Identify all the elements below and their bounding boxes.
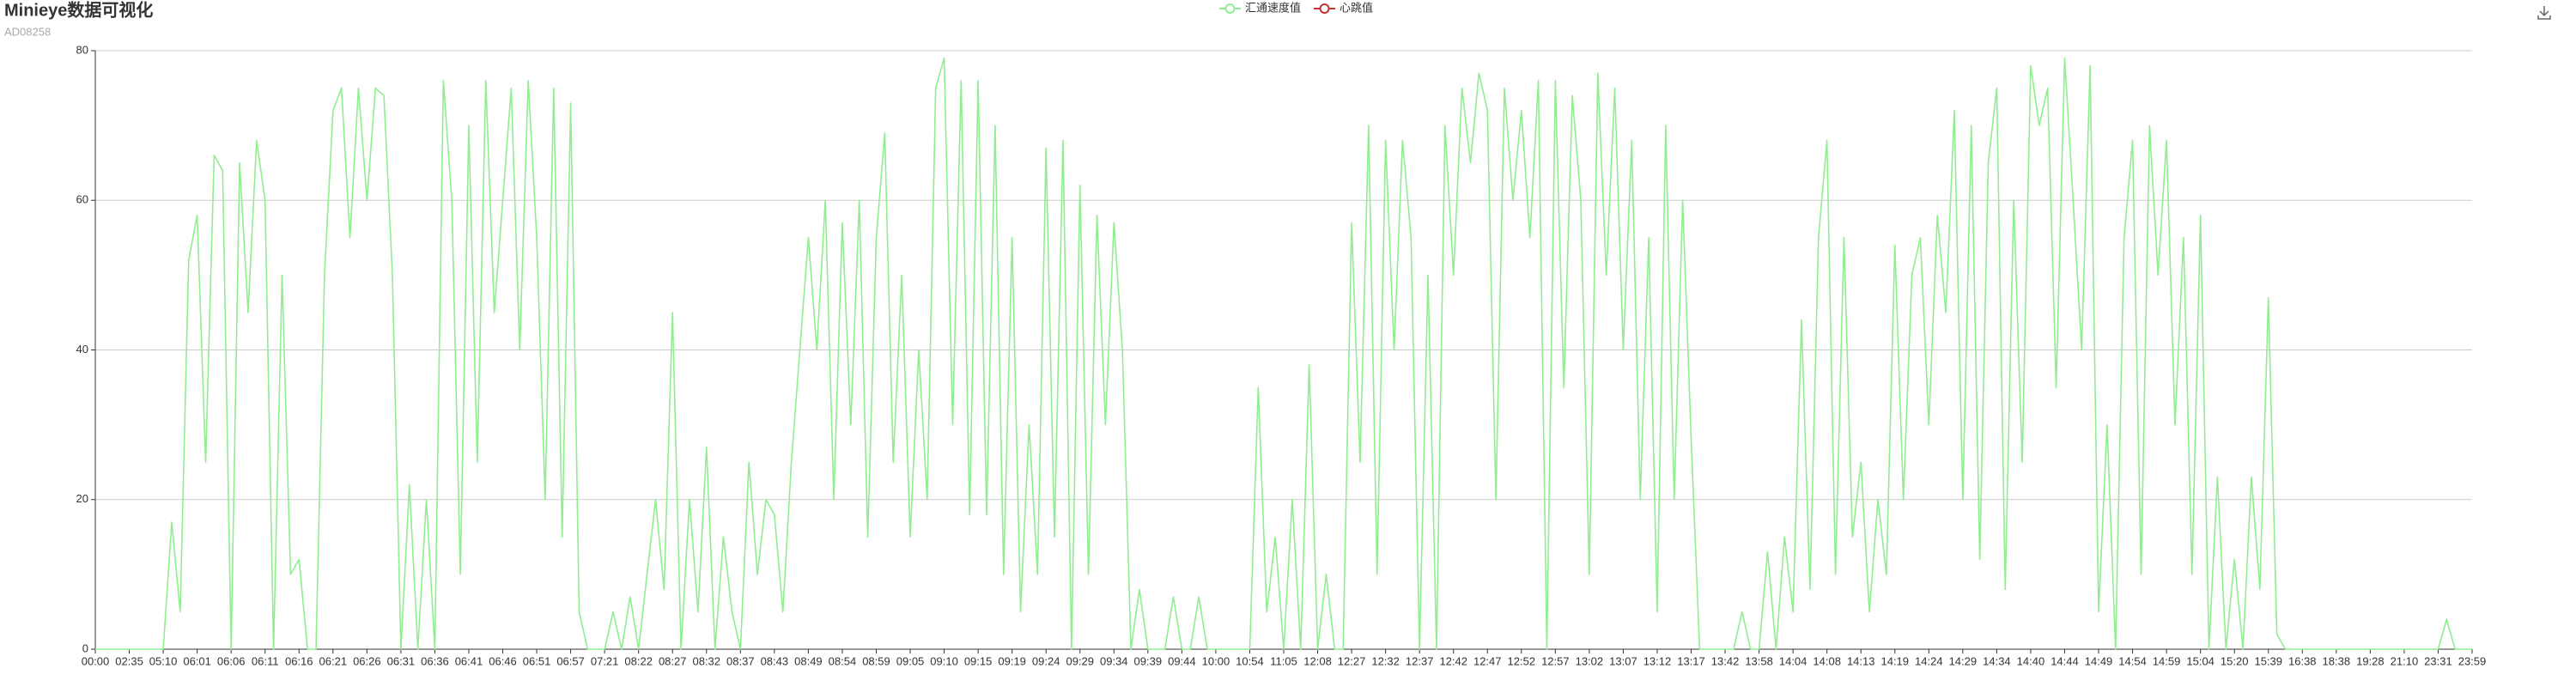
x-tick-label: 14:49 <box>2085 654 2113 667</box>
y-tick-label: 20 <box>76 492 88 505</box>
x-tick-label: 14:24 <box>1915 654 1943 667</box>
x-tick-label: 12:27 <box>1338 654 1366 667</box>
x-tick-label: 08:27 <box>659 654 687 667</box>
x-tick-label: 00:00 <box>82 654 110 667</box>
x-tick-label: 02:35 <box>115 654 143 667</box>
x-tick-label: 06:16 <box>285 654 313 667</box>
x-tick-label: 19:28 <box>2356 654 2385 667</box>
x-tick-label: 15:39 <box>2254 654 2282 667</box>
x-tick-label: 08:54 <box>829 654 857 667</box>
x-tick-label: 09:39 <box>1134 654 1163 667</box>
y-tick-label: 60 <box>76 193 88 206</box>
x-tick-label: 08:37 <box>726 654 755 667</box>
x-tick-label: 06:11 <box>252 654 279 667</box>
x-tick-label: 14:19 <box>1880 654 1909 667</box>
x-tick-label: 13:07 <box>1609 654 1637 667</box>
legend-symbol <box>1224 3 1236 14</box>
x-tick-label: 12:57 <box>1541 654 1570 667</box>
x-tick-label: 09:34 <box>1100 654 1128 667</box>
x-tick-label: 23:31 <box>2424 654 2452 667</box>
x-tick-label: 08:32 <box>692 654 720 667</box>
x-tick-label: 14:29 <box>1949 654 1978 667</box>
x-tick-label: 23:59 <box>2458 654 2487 667</box>
x-tick-label: 06:31 <box>387 654 416 667</box>
x-tick-label: 14:34 <box>1983 654 2011 667</box>
legend-symbol <box>1319 3 1330 14</box>
x-tick-label: 09:29 <box>1066 654 1094 667</box>
x-tick-label: 06:26 <box>353 654 381 667</box>
x-tick-label: 14:59 <box>2153 654 2181 667</box>
x-tick-label: 06:36 <box>421 654 449 667</box>
x-tick-label: 12:37 <box>1406 654 1434 667</box>
x-tick-label: 14:54 <box>2118 654 2147 667</box>
x-tick-label: 06:21 <box>319 654 348 667</box>
x-tick-label: 09:15 <box>964 654 993 667</box>
x-tick-label: 13:58 <box>1745 654 1773 667</box>
x-tick-label: 06:51 <box>523 654 551 667</box>
x-tick-label: 13:17 <box>1677 654 1705 667</box>
x-tick-label: 10:54 <box>1236 654 1264 667</box>
x-tick-label: 14:08 <box>1813 654 1841 667</box>
y-tick-label: 0 <box>82 641 88 654</box>
x-tick-label: 13:02 <box>1576 654 1604 667</box>
x-tick-label: 09:24 <box>1032 654 1060 667</box>
x-tick-label: 12:52 <box>1508 654 1536 667</box>
x-tick-label: 13:42 <box>1711 654 1740 667</box>
x-tick-label: 08:59 <box>862 654 890 667</box>
x-tick-label: 06:41 <box>455 654 483 667</box>
x-tick-label: 14:13 <box>1847 654 1875 667</box>
x-tick-label: 10:00 <box>1202 654 1230 667</box>
x-tick-label: 06:57 <box>556 654 585 667</box>
x-tick-label: 08:49 <box>794 654 823 667</box>
x-tick-label: 12:42 <box>1439 654 1467 667</box>
x-tick-label: 06:01 <box>183 654 211 667</box>
x-tick-label: 09:05 <box>896 654 925 667</box>
legend-item[interactable]: 心跳值 <box>1314 1 1373 14</box>
x-tick-label: 09:10 <box>930 654 958 667</box>
x-tick-label: 18:38 <box>2323 654 2351 667</box>
x-tick-label: 11:05 <box>1270 654 1297 667</box>
x-tick-label: 09:44 <box>1168 654 1196 667</box>
x-tick-label: 14:40 <box>2017 654 2045 667</box>
x-tick-label: 12:32 <box>1371 654 1400 667</box>
x-tick-label: 12:08 <box>1303 654 1332 667</box>
legend-label: 汇通速度值 <box>1245 1 1301 14</box>
x-tick-label: 14:04 <box>1779 654 1807 667</box>
x-tick-label: 09:19 <box>998 654 1026 667</box>
chart-title: Minieye数据可视化 <box>4 0 153 20</box>
x-tick-label: 06:46 <box>489 654 517 667</box>
download-button[interactable] <box>2537 6 2551 20</box>
x-tick-label: 08:43 <box>761 654 789 667</box>
x-tick-label: 12:47 <box>1473 654 1502 667</box>
legend: 汇通速度值 心跳值 <box>1219 1 1373 14</box>
x-tick-label: 15:04 <box>2186 654 2215 667</box>
x-tick-label: 05:10 <box>149 654 178 667</box>
x-tick-label: 08:22 <box>624 654 653 667</box>
x-tick-label: 16:38 <box>2288 654 2317 667</box>
legend-label: 心跳值 <box>1340 1 1373 14</box>
x-tick-label: 06:06 <box>217 654 246 667</box>
x-tick-label: 14:44 <box>2050 654 2079 667</box>
x-tick-label: 21:10 <box>2391 654 2419 667</box>
series-line <box>95 57 2472 650</box>
x-tick-label: 13:12 <box>1643 654 1672 667</box>
y-tick-label: 80 <box>76 43 88 56</box>
legend-item[interactable]: 汇通速度值 <box>1219 1 1301 14</box>
chart-subtitle: AD08258 <box>4 25 51 38</box>
y-tick-label: 40 <box>76 343 88 356</box>
download-icon <box>2537 6 2551 20</box>
x-tick-label: 07:21 <box>591 654 619 667</box>
x-tick-label: 15:20 <box>2221 654 2249 667</box>
